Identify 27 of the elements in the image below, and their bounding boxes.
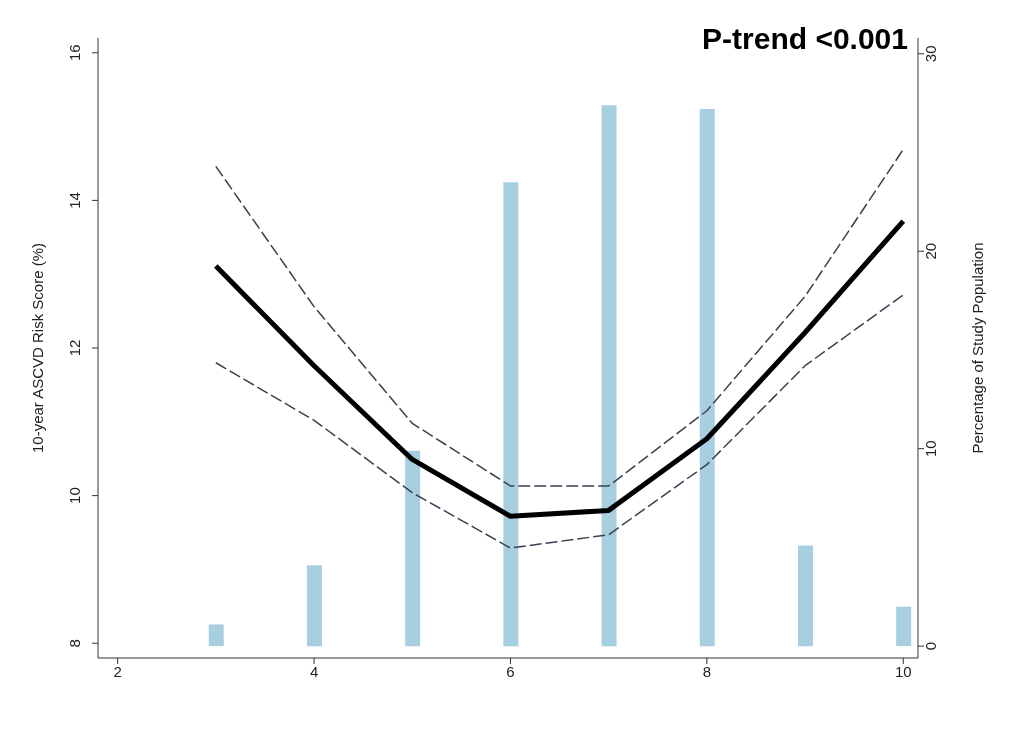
y2-tick-label: 20 <box>922 242 939 260</box>
x-tick-label: 10 <box>894 662 912 680</box>
y-tick-label: 12 <box>66 339 83 357</box>
annotation: P-trend <0.001 <box>702 22 908 56</box>
bar <box>306 565 322 647</box>
y-tick-label: 8 <box>66 639 83 648</box>
line-series <box>215 294 905 549</box>
x-tick-label: 2 <box>113 662 122 680</box>
y-tick-label: 10 <box>66 487 83 504</box>
y-tick-label: 16 <box>66 44 83 62</box>
bar <box>699 109 715 647</box>
y-tick-label: 14 <box>66 192 83 209</box>
y-axis-title: 10-year ASCVD Risk Score (%) <box>29 242 47 454</box>
bar <box>797 545 813 647</box>
bar <box>601 105 617 647</box>
bar <box>896 606 912 647</box>
y2-tick-label: 10 <box>922 440 939 458</box>
y2-tick-label: 0 <box>922 641 939 651</box>
x-tick-label: 8 <box>702 662 712 680</box>
bar <box>208 624 224 647</box>
line-series <box>215 148 905 487</box>
bar <box>405 450 421 647</box>
y2-tick-label: 30 <box>922 45 939 63</box>
y2-axis-title: Percentage of Study Population <box>969 242 987 454</box>
x-tick-label: 6 <box>506 662 515 680</box>
x-tick-label: 4 <box>309 662 319 680</box>
bar <box>503 182 519 647</box>
